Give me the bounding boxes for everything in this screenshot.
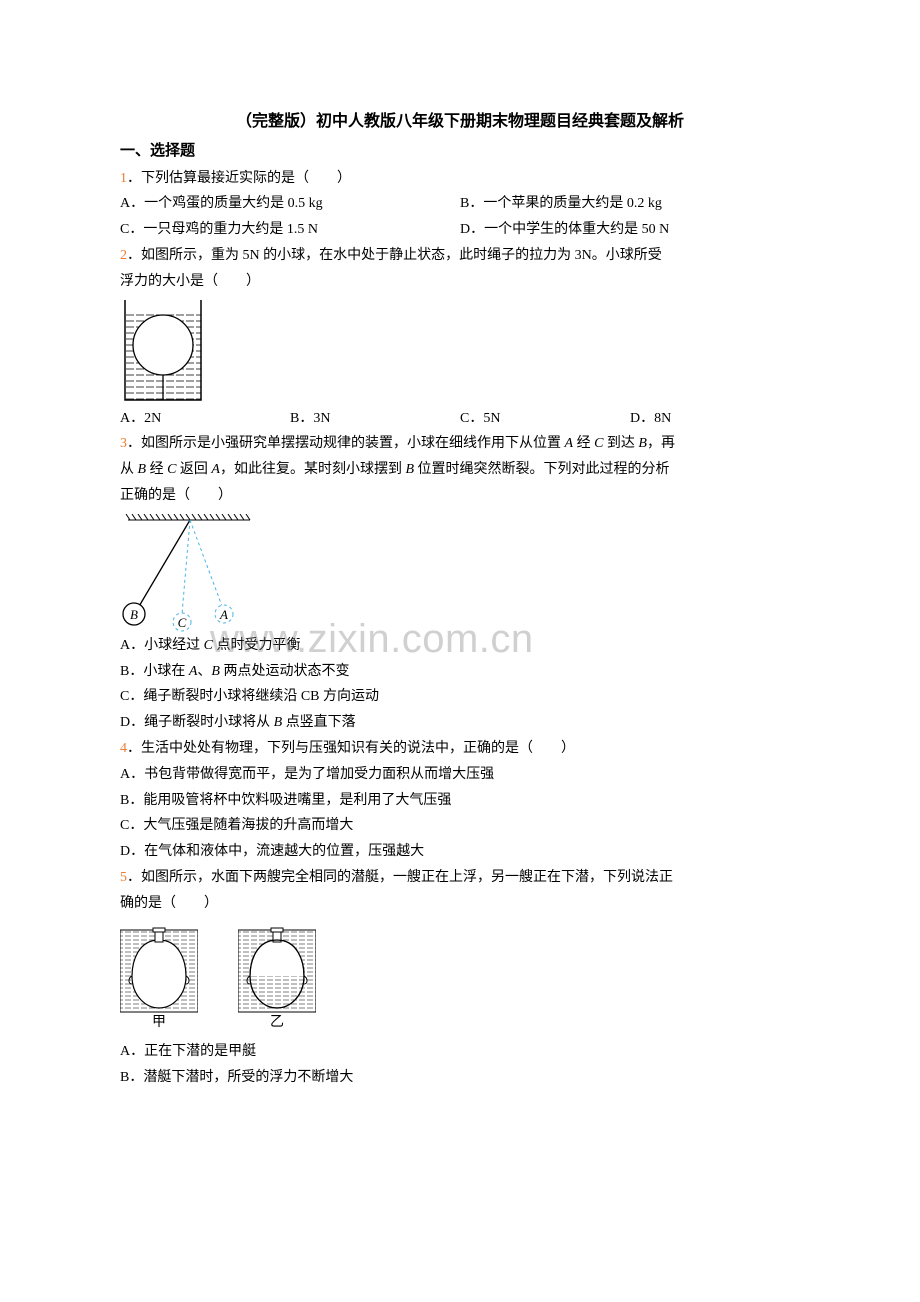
q5-stem-2: 确的是（ ） <box>120 892 800 916</box>
q4-text: ．生活中处处有物理，下列与压强知识有关的说法中，正确的是（ ） <box>127 741 575 756</box>
q2-opt-b: B．3N <box>290 407 460 431</box>
q2-stem-2: 浮力的大小是（ ） <box>120 270 800 294</box>
q3-figure: B C A <box>120 514 800 632</box>
q3-number: 3 <box>120 436 127 451</box>
q1-opt-b: B．一个苹果的质量大约是 0.2 kg <box>460 192 800 216</box>
q5-stem-1: 5．如图所示，水面下两艘完全相同的潜艇，一艘正在上浮，另一艘正在下潜，下列说法正 <box>120 866 800 890</box>
q5-fig-label-right: 乙 <box>270 1014 284 1030</box>
q1-opt-c: C．一只母鸡的重力大约是 1.5 N <box>120 218 460 242</box>
q2-opt-c: C．5N <box>460 407 630 431</box>
q2-opt-d: D．8N <box>630 407 800 431</box>
q1-stem: 1．下列估算最接近实际的是（ ） <box>120 167 800 191</box>
q4-opt-b: B．能用吸管将杯中饮料吸进嘴里，是利用了大气压强 <box>120 789 800 813</box>
q1-number: 1 <box>120 171 127 186</box>
q1-opts-row1: A．一个鸡蛋的质量大约是 0.5 kg B．一个苹果的质量大约是 0.2 kg <box>120 192 800 216</box>
q2-opts: A．2N B．3N C．5N D．8N <box>120 407 800 431</box>
q2-opt-a: A．2N <box>120 407 290 431</box>
q3-stem-3: 正确的是（ ） <box>120 484 800 508</box>
q5-number: 5 <box>120 870 127 885</box>
q5-opt-b: B．潜艇下潜时，所受的浮力不断增大 <box>120 1066 800 1090</box>
q4-opt-d: D．在气体和液体中，流速越大的位置，压强越大 <box>120 840 800 864</box>
q3-opt-b: B．小球在 A、B 两点处运动状态不变 <box>120 660 800 684</box>
q4-opt-c: C．大气压强是随着海拔的升高而增大 <box>120 814 800 838</box>
q3-fig-c: C <box>178 615 187 630</box>
q3-opt-d: D．绳子断裂时小球将从 B 点竖直下落 <box>120 711 800 735</box>
q4-opt-a: A．书包背带做得宽而平，是为了增加受力面积从而增大压强 <box>120 763 800 787</box>
q4-number: 4 <box>120 741 127 756</box>
q5-fig-left: 甲 <box>120 922 198 1039</box>
q2-stem-1: 2．如图所示，重为 5N 的小球，在水中处于静止状态，此时绳子的拉力为 3N。小… <box>120 244 800 268</box>
q1-opts-row2: C．一只母鸡的重力大约是 1.5 N D．一个中学生的体重大约是 50 N <box>120 218 800 242</box>
q1-text: ．下列估算最接近实际的是（ ） <box>127 171 351 186</box>
q2-text-a: ．如图所示，重为 5N 的小球，在水中处于静止状态，此时绳子的拉力为 3N。小球… <box>127 248 662 263</box>
q3-fig-b: B <box>130 607 138 622</box>
page-title: （完整版）初中人教版八年级下册期末物理题目经典套题及解析 <box>120 108 800 135</box>
q5-fig-label-left: 甲 <box>152 1015 166 1030</box>
q3-stem-2: 从 B 经 C 返回 A，如此往复。某时刻小球摆到 B 位置时绳突然断裂。下列对… <box>120 458 800 482</box>
q2-figure <box>120 300 800 405</box>
q5-figures: 甲 乙 <box>120 922 800 1039</box>
q5-opt-a: A．正在下潜的是甲艇 <box>120 1040 800 1064</box>
q1-opt-d: D．一个中学生的体重大约是 50 N <box>460 218 800 242</box>
q5-fig-right: 乙 <box>238 922 316 1039</box>
section-header-1: 一、选择题 <box>120 139 800 165</box>
q3-stem-1: 3．如图所示是小强研究单摆摆动规律的装置，小球在细线作用下从位置 A 经 C 到… <box>120 432 800 456</box>
q4-stem: 4．生活中处处有物理，下列与压强知识有关的说法中，正确的是（ ） <box>120 737 800 761</box>
q5-text-a: ．如图所示，水面下两艘完全相同的潜艇，一艘正在上浮，另一艘正在下潜，下列说法正 <box>127 870 673 885</box>
q1-opt-a: A．一个鸡蛋的质量大约是 0.5 kg <box>120 192 460 216</box>
q2-number: 2 <box>120 248 127 263</box>
q3-opt-a: A．小球经过 C 点时受力平衡 <box>120 634 800 658</box>
q3-opt-c: C．绳子断裂时小球将继续沿 CB 方向运动 <box>120 685 800 709</box>
q3-fig-a: A <box>219 607 228 622</box>
